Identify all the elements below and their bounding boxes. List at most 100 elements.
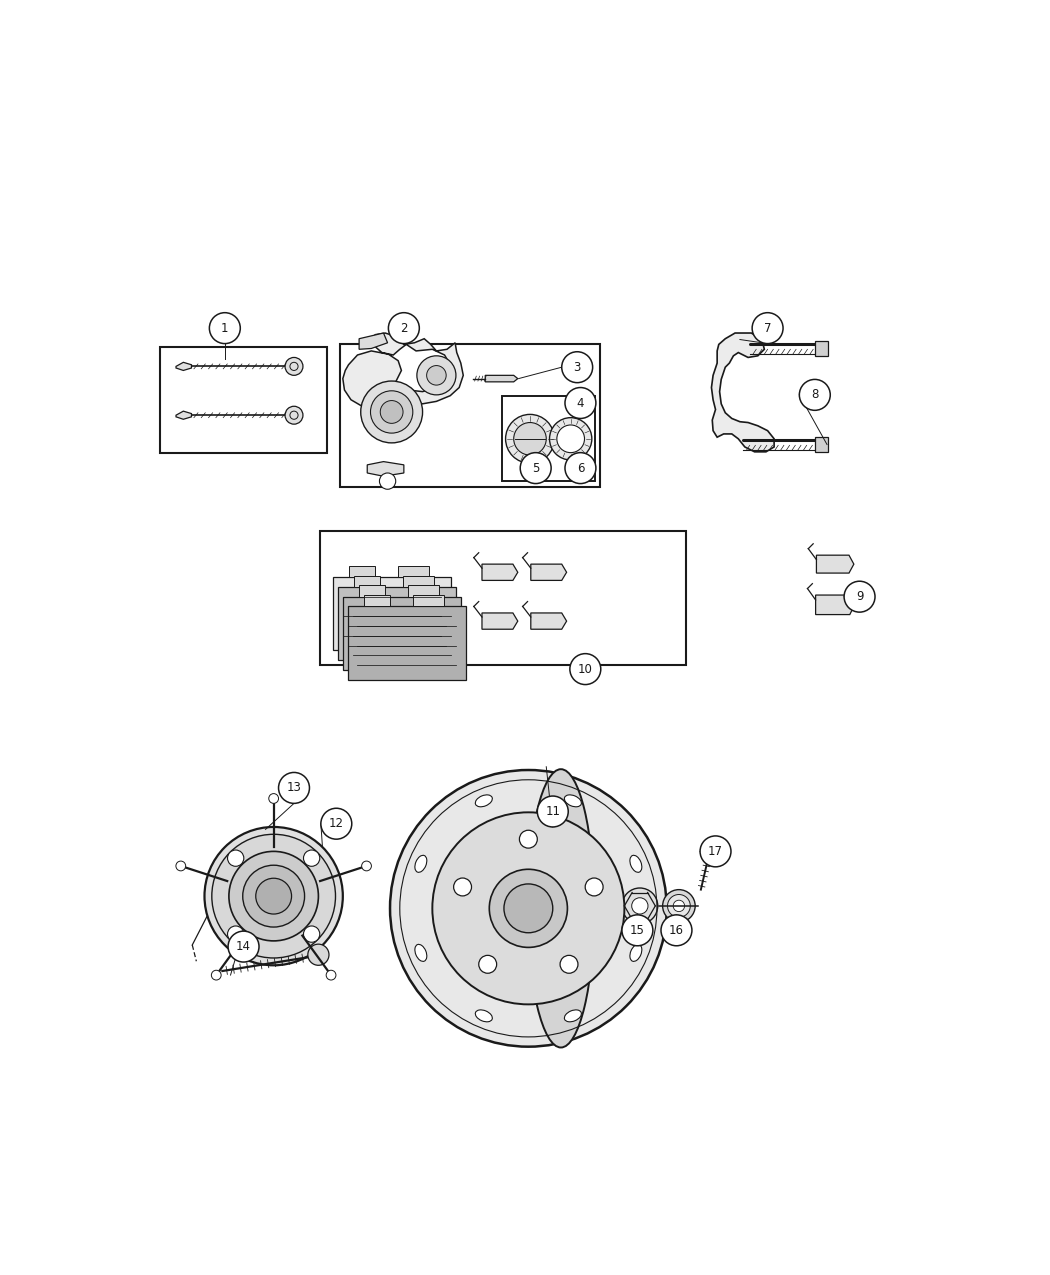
Circle shape	[209, 312, 240, 343]
Circle shape	[565, 388, 596, 418]
Circle shape	[256, 878, 292, 914]
Text: 6: 6	[576, 462, 584, 474]
Text: 2: 2	[400, 321, 407, 334]
Circle shape	[668, 895, 690, 917]
Polygon shape	[531, 564, 567, 580]
Circle shape	[278, 773, 310, 803]
Polygon shape	[343, 333, 463, 405]
Circle shape	[489, 870, 567, 947]
Circle shape	[700, 836, 731, 867]
Ellipse shape	[630, 856, 642, 872]
Polygon shape	[350, 566, 376, 578]
Circle shape	[205, 827, 342, 965]
Circle shape	[799, 380, 831, 411]
Circle shape	[426, 366, 446, 385]
Circle shape	[380, 400, 403, 423]
Circle shape	[390, 770, 667, 1047]
Ellipse shape	[476, 1010, 492, 1021]
Polygon shape	[343, 597, 461, 669]
Circle shape	[243, 866, 304, 927]
Polygon shape	[364, 595, 390, 607]
Circle shape	[504, 884, 552, 933]
Polygon shape	[176, 362, 191, 371]
Text: 13: 13	[287, 782, 301, 794]
Circle shape	[520, 830, 538, 848]
Circle shape	[560, 955, 578, 973]
Polygon shape	[348, 607, 466, 680]
Text: 15: 15	[630, 924, 645, 937]
Circle shape	[229, 852, 318, 941]
Circle shape	[379, 473, 396, 490]
Circle shape	[632, 898, 648, 914]
Bar	[320, 530, 687, 666]
Text: 4: 4	[576, 397, 584, 409]
Circle shape	[388, 312, 419, 343]
Polygon shape	[398, 566, 429, 578]
Ellipse shape	[476, 794, 492, 807]
Bar	[339, 344, 600, 487]
Circle shape	[269, 793, 278, 803]
Polygon shape	[815, 342, 827, 356]
Ellipse shape	[527, 769, 594, 1048]
Circle shape	[520, 453, 551, 483]
Polygon shape	[815, 437, 827, 451]
Polygon shape	[413, 595, 444, 607]
Circle shape	[228, 926, 244, 942]
Ellipse shape	[630, 945, 642, 961]
Circle shape	[228, 850, 244, 866]
Text: 8: 8	[811, 389, 819, 402]
Polygon shape	[403, 575, 434, 586]
Circle shape	[570, 654, 601, 685]
Circle shape	[663, 890, 695, 922]
Circle shape	[673, 900, 685, 912]
Circle shape	[321, 808, 352, 839]
Circle shape	[417, 356, 456, 395]
Polygon shape	[485, 375, 518, 381]
Circle shape	[327, 970, 336, 980]
Circle shape	[371, 391, 413, 434]
Polygon shape	[354, 575, 380, 586]
Polygon shape	[482, 613, 518, 630]
Circle shape	[285, 407, 303, 425]
Bar	[502, 395, 595, 481]
Text: 10: 10	[578, 663, 593, 676]
Polygon shape	[712, 333, 774, 451]
Polygon shape	[817, 555, 854, 572]
Text: 11: 11	[545, 805, 561, 819]
Circle shape	[706, 843, 715, 852]
Circle shape	[308, 945, 329, 965]
Polygon shape	[816, 595, 855, 615]
Text: 3: 3	[573, 361, 581, 374]
Circle shape	[211, 970, 222, 980]
Polygon shape	[482, 564, 518, 580]
Ellipse shape	[415, 945, 426, 961]
Circle shape	[752, 312, 783, 343]
Circle shape	[844, 581, 875, 612]
Circle shape	[433, 812, 625, 1005]
Ellipse shape	[565, 1010, 582, 1021]
Circle shape	[285, 357, 303, 375]
Circle shape	[454, 878, 471, 896]
Circle shape	[549, 418, 592, 460]
Ellipse shape	[565, 794, 582, 807]
Text: 14: 14	[236, 940, 251, 954]
Circle shape	[479, 955, 497, 973]
Circle shape	[303, 926, 320, 942]
Text: 1: 1	[222, 321, 229, 334]
Circle shape	[622, 887, 657, 924]
Circle shape	[538, 796, 568, 827]
Circle shape	[565, 453, 596, 483]
Circle shape	[585, 878, 603, 896]
Circle shape	[176, 861, 186, 871]
Text: 16: 16	[669, 924, 684, 937]
Text: 5: 5	[532, 462, 540, 474]
Polygon shape	[333, 578, 452, 650]
Circle shape	[505, 414, 554, 463]
Text: 12: 12	[329, 817, 343, 830]
Circle shape	[662, 915, 692, 946]
Text: 7: 7	[763, 321, 772, 334]
Circle shape	[228, 931, 259, 963]
Ellipse shape	[415, 856, 426, 872]
Circle shape	[303, 850, 320, 866]
Circle shape	[361, 381, 422, 442]
